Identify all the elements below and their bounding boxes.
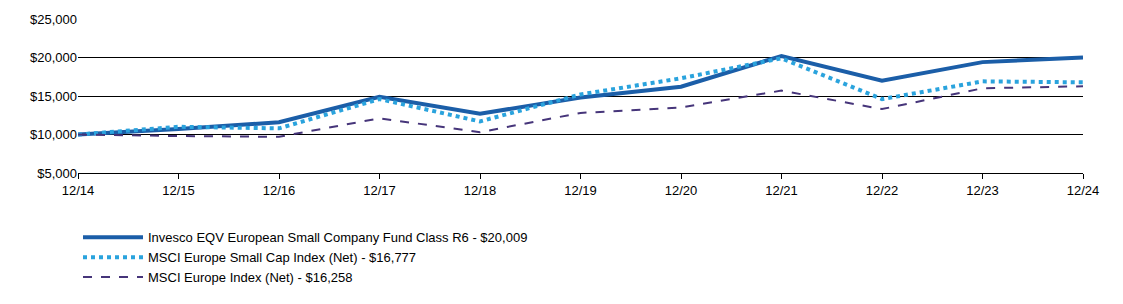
svg-text:12/20: 12/20 xyxy=(665,183,698,198)
svg-text:12/16: 12/16 xyxy=(263,183,296,198)
svg-text:Invesco EQV European Small Com: Invesco EQV European Small Company Fund … xyxy=(148,230,527,245)
svg-text:$15,000: $15,000 xyxy=(30,89,77,104)
svg-text:$25,000: $25,000 xyxy=(30,12,77,27)
svg-text:12/22: 12/22 xyxy=(866,183,899,198)
svg-text:$20,000: $20,000 xyxy=(30,50,77,65)
svg-text:12/24: 12/24 xyxy=(1067,183,1100,198)
svg-text:MSCI Europe Small Cap Index (N: MSCI Europe Small Cap Index (Net) - $16,… xyxy=(148,250,416,265)
svg-text:12/17: 12/17 xyxy=(363,183,396,198)
svg-text:MSCI Europe Index (Net) - $16,: MSCI Europe Index (Net) - $16,258 xyxy=(148,270,353,285)
svg-text:12/18: 12/18 xyxy=(464,183,497,198)
svg-text:12/15: 12/15 xyxy=(162,183,195,198)
svg-text:12/19: 12/19 xyxy=(564,183,597,198)
svg-text:$10,000: $10,000 xyxy=(30,127,77,142)
svg-text:$5,000: $5,000 xyxy=(37,166,77,181)
svg-text:12/23: 12/23 xyxy=(966,183,999,198)
svg-text:12/14: 12/14 xyxy=(62,183,95,198)
svg-text:12/21: 12/21 xyxy=(765,183,798,198)
